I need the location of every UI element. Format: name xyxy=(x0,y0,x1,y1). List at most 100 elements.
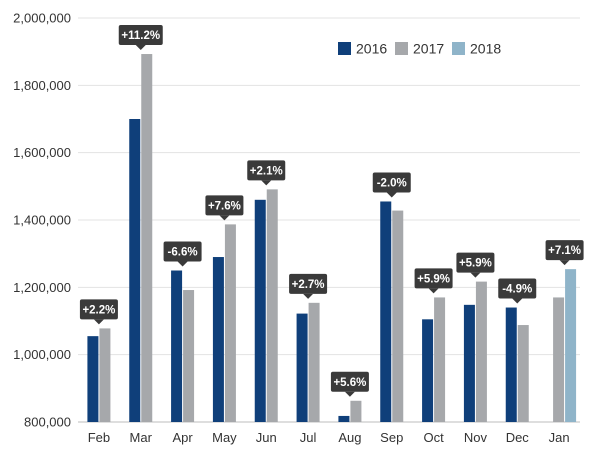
x-tick-label: Feb xyxy=(88,430,110,445)
y-tick-label: 1,400,000 xyxy=(13,213,71,228)
bar-2016-sep xyxy=(380,201,392,422)
y-axis-tick-labels: 800,000 1,000,000 1,200,000 1,400,000 1,600,… xyxy=(13,11,71,430)
callout-pointer xyxy=(344,391,355,397)
bar-2017-mar xyxy=(141,54,153,422)
callout-pointer xyxy=(93,319,104,325)
callout-pointer xyxy=(386,192,397,198)
callout-box xyxy=(545,240,584,261)
callout-pointer xyxy=(428,288,439,294)
bar-2017-jul xyxy=(308,302,320,422)
callout-pointer xyxy=(559,260,570,266)
x-tick-label: Dec xyxy=(506,430,530,445)
x-tick-label: Oct xyxy=(423,430,444,445)
y-tick-label: 2,000,000 xyxy=(13,11,71,26)
x-tick-label: Jun xyxy=(256,430,277,445)
bar-2016-aug xyxy=(338,415,350,422)
change-callouts: +2.2% +11.2% -6.6% +7.6% +2.1% +2.7% +5.6% -2.0… xyxy=(79,25,584,397)
bar-2017-aug xyxy=(350,400,362,422)
change-callout: -4.9% xyxy=(498,278,537,304)
callout-box xyxy=(289,273,328,294)
callout-label: +7.1% xyxy=(548,245,581,257)
bar-2017-sep xyxy=(392,210,404,422)
callout-pointer xyxy=(135,45,146,51)
legend-swatch xyxy=(395,42,408,55)
callout-box xyxy=(414,268,453,289)
change-callout: +2.2% xyxy=(79,299,118,325)
y-tick-label: 800,000 xyxy=(24,415,71,430)
bars xyxy=(87,54,577,422)
callout-label: -6.6% xyxy=(168,247,198,259)
legend-item-2017: 2017 xyxy=(395,41,444,57)
callout-box xyxy=(118,25,163,46)
callout-box xyxy=(205,195,244,216)
x-tick-label: Apr xyxy=(172,430,193,445)
bar-2016-may xyxy=(212,257,224,422)
bar-2017-jun xyxy=(266,189,278,422)
change-callout: +2.1% xyxy=(247,160,286,186)
bar-2016-oct xyxy=(422,319,434,422)
bar-2017-jan xyxy=(553,297,565,422)
bar-2017-apr xyxy=(183,290,195,422)
x-tick-label: Sep xyxy=(380,430,403,445)
bar-2018-jan xyxy=(565,269,577,422)
callout-pointer xyxy=(219,215,230,221)
change-callout: +5.9% xyxy=(456,252,495,278)
callout-pointer xyxy=(177,261,188,267)
y-tick-label: 1,600,000 xyxy=(13,145,71,160)
callout-box xyxy=(456,252,495,273)
callout-box xyxy=(372,172,411,193)
change-callout: -2.0% xyxy=(372,172,411,198)
callout-label: +2.1% xyxy=(250,165,283,177)
x-tick-label: May xyxy=(212,430,237,445)
change-callout: +2.7% xyxy=(289,273,328,299)
bar-2017-dec xyxy=(517,325,529,422)
legend-label: 2017 xyxy=(413,41,444,57)
callout-label: +5.9% xyxy=(417,273,450,285)
bar-2016-jul xyxy=(296,313,308,422)
bar-2016-apr xyxy=(171,270,183,422)
bar-2017-feb xyxy=(99,328,111,422)
callout-pointer xyxy=(303,293,314,299)
callout-box xyxy=(79,299,118,320)
x-tick-label: Nov xyxy=(464,430,488,445)
callout-label: +5.9% xyxy=(459,258,492,270)
callout-box xyxy=(247,160,286,181)
legend-swatch xyxy=(338,42,351,55)
change-callout: +5.9% xyxy=(414,268,453,294)
callout-label: +11.2% xyxy=(121,30,160,42)
gridlines xyxy=(78,17,580,423)
bar-2017-may xyxy=(224,224,236,422)
change-callout: +5.6% xyxy=(330,371,369,397)
callout-box xyxy=(330,371,369,392)
x-tick-label: Mar xyxy=(130,430,153,445)
legend-item-2016: 2016 xyxy=(338,41,387,57)
bar-2016-feb xyxy=(87,336,99,422)
bar-2016-jun xyxy=(254,199,266,422)
change-callout: +7.6% xyxy=(205,195,244,221)
y-tick-label: 1,200,000 xyxy=(13,280,71,295)
callout-box xyxy=(498,278,537,299)
y-tick-label: 1,000,000 xyxy=(13,347,71,362)
x-tick-label: Jul xyxy=(300,430,317,445)
callout-label: +7.6% xyxy=(208,200,241,212)
change-callout: +11.2% xyxy=(118,25,163,51)
callout-label: -4.9% xyxy=(502,284,532,296)
callout-box xyxy=(163,241,202,262)
legend-label: 2018 xyxy=(470,41,501,57)
bar-2017-oct xyxy=(434,297,446,422)
legend: 2016 2017 2018 xyxy=(338,41,501,57)
callout-pointer xyxy=(261,180,272,186)
x-axis-tick-labels: Feb Mar Apr May Jun Jul Aug Sep Oct Nov Dec Jan xyxy=(88,430,570,445)
bar-2016-dec xyxy=(505,307,517,422)
callout-label: -2.0% xyxy=(377,177,407,189)
legend-swatch xyxy=(452,42,465,55)
callout-pointer xyxy=(512,298,523,304)
legend-label: 2016 xyxy=(356,41,387,57)
callout-label: +5.6% xyxy=(333,377,366,389)
x-tick-label: Aug xyxy=(338,430,361,445)
bar-2017-nov xyxy=(475,281,487,422)
bar-2016-nov xyxy=(463,304,475,422)
legend-item-2018: 2018 xyxy=(452,41,501,57)
x-tick-label: Jan xyxy=(549,430,570,445)
